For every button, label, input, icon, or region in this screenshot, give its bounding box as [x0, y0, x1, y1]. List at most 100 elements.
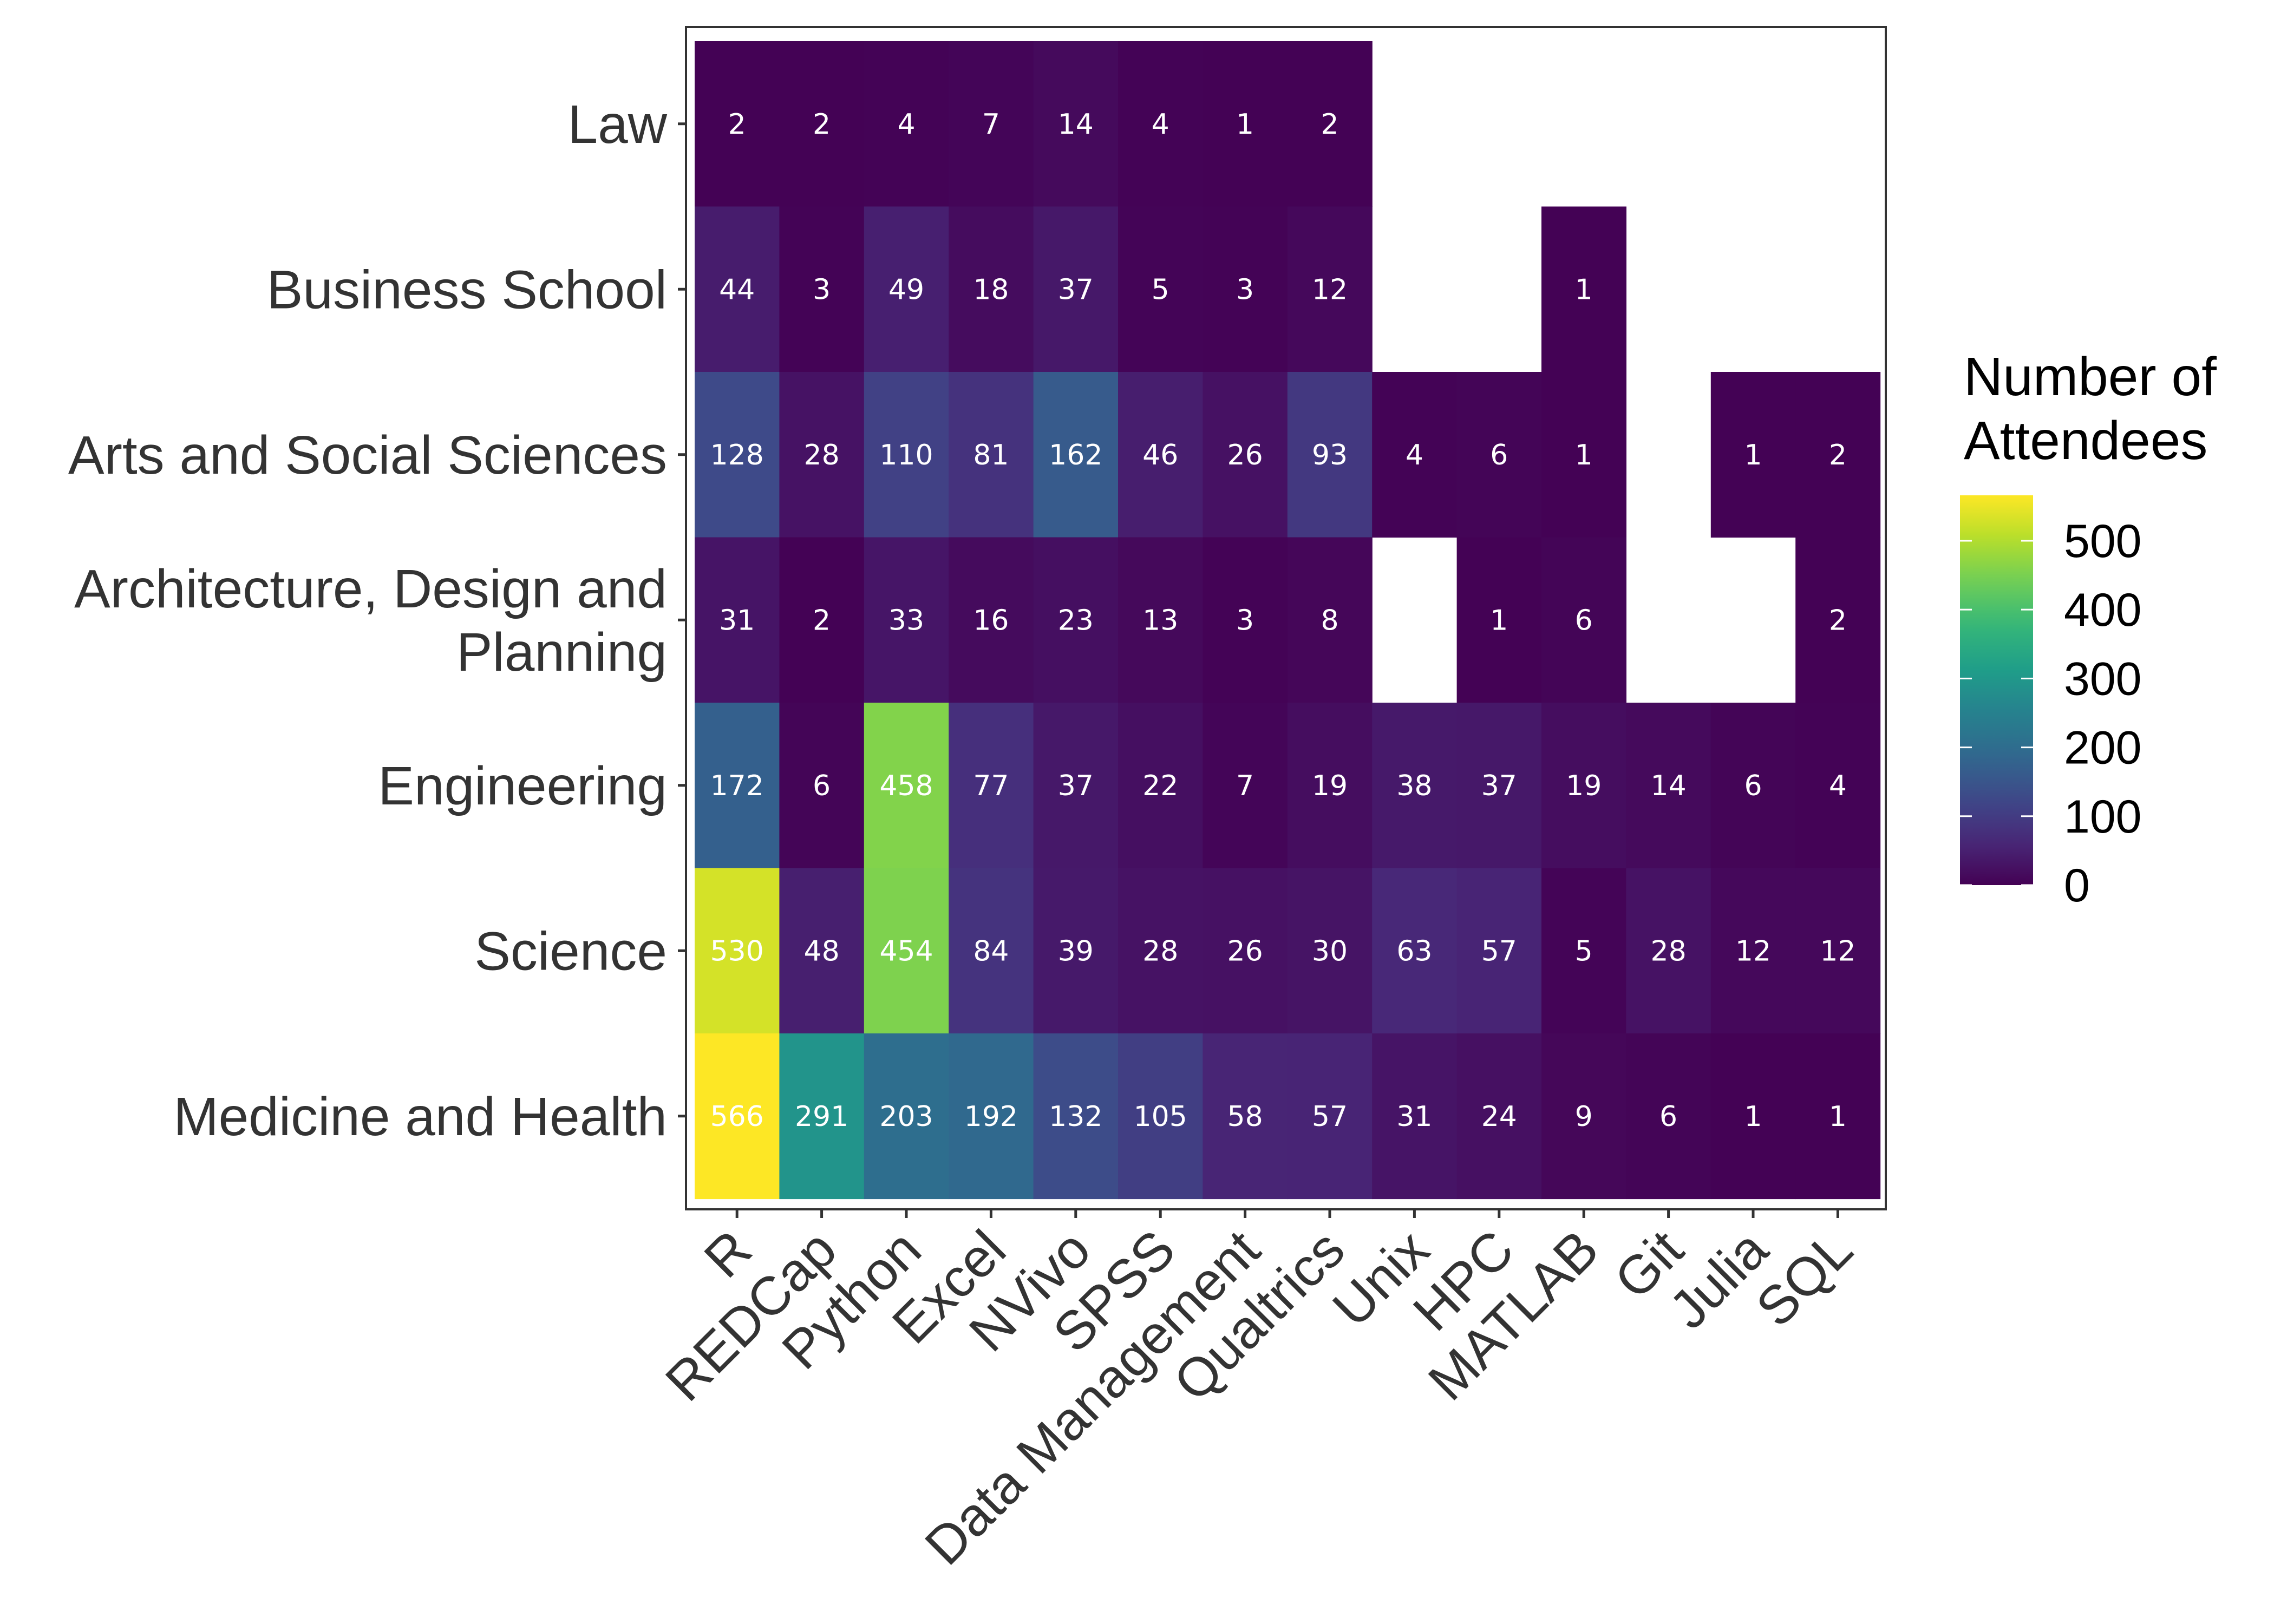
- cell-label-science-julia: 12: [1735, 935, 1771, 967]
- cell-label-engineering-redcap: 6: [813, 770, 831, 802]
- cell-business-school-redcap: [779, 206, 865, 372]
- cell-science-spss: [1118, 868, 1203, 1034]
- cell-label-engineering-python: 458: [879, 770, 933, 802]
- cell-science-python: [864, 868, 949, 1034]
- cell-label-arts-and-social-sciences-spss: 46: [1142, 439, 1178, 472]
- cell-business-school-python: [864, 206, 949, 372]
- cell-arts-and-social-sciences-unix: [1372, 372, 1458, 538]
- cell-label-science-python: 454: [879, 935, 933, 967]
- cell-medicine-and-health-git: [1626, 1033, 1711, 1200]
- cell-engineering-redcap: [779, 703, 865, 869]
- cell-architecture-design-and-planning-excel: [949, 537, 1034, 703]
- cell-science-unix: [1372, 868, 1458, 1034]
- cell-label-arts-and-social-sciences-qualtrics: 93: [1312, 439, 1348, 472]
- cell-label-business-school-nvivo: 37: [1058, 273, 1094, 306]
- cell-engineering-sql: [1795, 703, 1881, 869]
- cell-label-business-school-qualtrics: 12: [1312, 273, 1348, 306]
- cell-label-engineering-sql: 4: [1829, 770, 1847, 802]
- cell-label-science-data-management: 26: [1227, 935, 1263, 967]
- cell-business-school-data-management: [1203, 206, 1288, 372]
- cell-label-architecture-design-and-planning-r: 31: [719, 604, 755, 637]
- cell-law-spss: [1118, 41, 1203, 207]
- y-label-architecture-design-and-planning-line-2: Planning: [456, 622, 667, 683]
- cells-layer: [695, 41, 1881, 1200]
- cell-label-architecture-design-and-planning-redcap: 2: [813, 604, 831, 637]
- cell-engineering-data-management: [1203, 703, 1288, 869]
- cell-architecture-design-and-planning-sql: [1795, 537, 1881, 703]
- legend-title-line-1: Number of: [1964, 346, 2217, 407]
- cell-label-science-qualtrics: 30: [1312, 935, 1348, 967]
- cell-medicine-and-health-r: [695, 1033, 780, 1200]
- cell-law-r: [695, 41, 780, 207]
- cell-science-r: [695, 868, 780, 1034]
- cell-label-architecture-design-and-planning-python: 33: [888, 604, 924, 637]
- cell-engineering-qualtrics: [1287, 703, 1373, 869]
- cell-medicine-and-health-spss: [1118, 1033, 1203, 1200]
- cell-label-arts-and-social-sciences-unix: 4: [1406, 439, 1423, 472]
- cell-label-engineering-unix: 38: [1396, 770, 1432, 802]
- cell-label-science-git: 28: [1651, 935, 1687, 967]
- cell-law-python: [864, 41, 949, 207]
- cell-engineering-julia: [1710, 703, 1796, 869]
- cell-medicine-and-health-hpc: [1456, 1033, 1542, 1200]
- cell-label-arts-and-social-sciences-hpc: 6: [1490, 439, 1508, 472]
- cell-law-redcap: [779, 41, 865, 207]
- y-label-medicine-and-health: Medicine and Health: [173, 1086, 667, 1147]
- legend-tick-label-200: 200: [2064, 722, 2142, 774]
- cell-label-engineering-julia: 6: [1744, 770, 1762, 802]
- cell-business-school-excel: [949, 206, 1034, 372]
- legend: Number of Attendees 0 100 200 300 400 500: [1960, 346, 2217, 912]
- cell-architecture-design-and-planning-data-management: [1203, 537, 1288, 703]
- cell-label-engineering-matlab: 19: [1566, 770, 1602, 802]
- cell-label-engineering-git: 14: [1651, 770, 1687, 802]
- cell-label-science-hpc: 57: [1481, 935, 1517, 967]
- cell-architecture-design-and-planning-r: [695, 537, 780, 703]
- legend-tick-label-500: 500: [2064, 515, 2142, 567]
- cell-arts-and-social-sciences-hpc: [1456, 372, 1542, 538]
- cell-label-law-redcap: 2: [813, 108, 831, 141]
- cell-engineering-r: [695, 703, 780, 869]
- cell-arts-and-social-sciences-spss: [1118, 372, 1203, 538]
- cell-label-medicine-and-health-python: 203: [879, 1101, 933, 1133]
- cell-label-architecture-design-and-planning-matlab: 6: [1575, 604, 1593, 637]
- cell-label-law-r: 2: [728, 108, 746, 141]
- cell-label-architecture-design-and-planning-qualtrics: 8: [1321, 604, 1338, 637]
- cell-label-medicine-and-health-sql: 1: [1829, 1101, 1847, 1133]
- cell-medicine-and-health-unix: [1372, 1033, 1458, 1200]
- cell-label-engineering-spss: 22: [1142, 770, 1178, 802]
- cell-medicine-and-health-data-management: [1203, 1033, 1288, 1200]
- cell-science-hpc: [1456, 868, 1542, 1034]
- cell-law-excel: [949, 41, 1034, 207]
- cell-label-medicine-and-health-redcap: 291: [795, 1101, 848, 1133]
- cell-label-arts-and-social-sciences-sql: 2: [1829, 439, 1847, 472]
- cell-label-arts-and-social-sciences-python: 110: [879, 439, 933, 472]
- cell-architecture-design-and-planning-matlab: [1541, 537, 1626, 703]
- cell-medicine-and-health-nvivo: [1033, 1033, 1119, 1200]
- cell-science-sql: [1795, 868, 1881, 1034]
- cell-medicine-and-health-qualtrics: [1287, 1033, 1373, 1200]
- panel-border: [685, 26, 1887, 1210]
- cell-label-arts-and-social-sciences-julia: 1: [1744, 439, 1762, 472]
- cell-label-architecture-design-and-planning-nvivo: 23: [1058, 604, 1094, 637]
- cell-architecture-design-and-planning-qualtrics: [1287, 537, 1373, 703]
- y-axis: Law Business School Arts and Social Scienc…: [68, 94, 686, 1147]
- cell-arts-and-social-sciences-qualtrics: [1287, 372, 1373, 538]
- cell-arts-and-social-sciences-sql: [1795, 372, 1881, 538]
- cell-label-medicine-and-health-hpc: 24: [1481, 1101, 1517, 1133]
- cell-medicine-and-health-redcap: [779, 1033, 865, 1200]
- cell-law-nvivo: [1033, 41, 1119, 207]
- cell-architecture-design-and-planning-spss: [1118, 537, 1203, 703]
- cell-label-business-school-spss: 5: [1152, 273, 1169, 306]
- cell-architecture-design-and-planning-python: [864, 537, 949, 703]
- y-label-law: Law: [568, 94, 668, 155]
- cell-label-law-python: 4: [897, 108, 915, 141]
- cell-arts-and-social-sciences-redcap: [779, 372, 865, 538]
- cell-label-arts-and-social-sciences-redcap: 28: [804, 439, 840, 472]
- cell-label-medicine-and-health-matlab: 9: [1575, 1101, 1593, 1133]
- cell-label-medicine-and-health-r: 566: [710, 1101, 764, 1133]
- cell-label-science-matlab: 5: [1575, 935, 1593, 967]
- legend-ticks: 0 100 200 300 400 500: [1960, 515, 2142, 912]
- cell-label-law-spss: 4: [1152, 108, 1169, 141]
